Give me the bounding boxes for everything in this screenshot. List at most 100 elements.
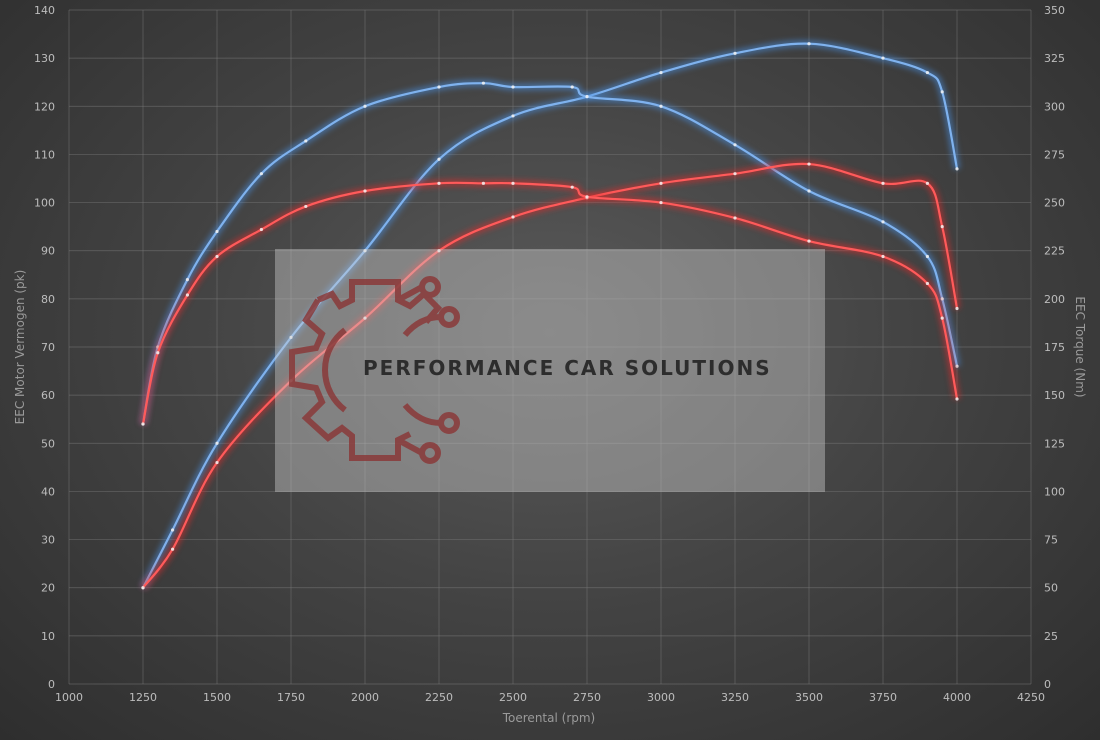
series-1-point xyxy=(955,364,959,368)
y-right-tick-label: 100 xyxy=(1044,485,1065,498)
y-left-tick-label: 0 xyxy=(48,678,55,691)
y-right-tick-label: 200 xyxy=(1044,293,1065,306)
series-3-point xyxy=(481,181,485,185)
gear-circuit-logo-icon xyxy=(289,276,460,464)
series-3-point xyxy=(659,200,663,205)
series-0-point xyxy=(437,157,441,161)
y-right-tick-label: 350 xyxy=(1044,4,1065,17)
series-2-line xyxy=(142,162,959,589)
axes: Toerental (rpm) EEC Motor Vermogen (pk) … xyxy=(13,4,1087,725)
series-1-point xyxy=(570,85,574,89)
series-3-point xyxy=(570,185,574,189)
y-left-tick-label: 60 xyxy=(41,389,55,402)
y-axis-left-label: EEC Motor Vermogen (pk) xyxy=(13,270,27,425)
series-1-point xyxy=(807,189,811,193)
y-left-tick-label: 10 xyxy=(41,630,55,643)
y-left-tick-label: 70 xyxy=(41,341,55,354)
series-3-point xyxy=(141,422,145,426)
x-tick-label: 2500 xyxy=(499,691,527,704)
series-3-point xyxy=(511,181,515,185)
series-2-point xyxy=(171,547,175,551)
y-left-tick-label: 50 xyxy=(41,437,55,450)
series-3-point xyxy=(733,216,737,220)
watermark-text: PERFORMANCE CAR SOLUTIONS xyxy=(363,356,772,380)
series-1-point xyxy=(511,85,515,89)
x-tick-label: 4000 xyxy=(943,691,971,704)
series-2-point xyxy=(141,586,145,590)
x-tick-label: 1500 xyxy=(203,691,231,704)
series-2-point xyxy=(511,215,515,219)
series-3-point xyxy=(955,397,959,401)
x-tick-label: 3250 xyxy=(721,691,749,704)
series-2-point xyxy=(215,460,219,465)
series-0-point xyxy=(955,167,959,171)
series-0-point xyxy=(215,441,219,445)
series-1-point xyxy=(659,104,663,108)
grid xyxy=(68,9,1032,685)
y-right-tick-label: 325 xyxy=(1044,52,1065,65)
watermark-panel xyxy=(275,249,825,492)
series-3-point xyxy=(585,195,589,199)
x-tick-label: 4250 xyxy=(1017,691,1045,704)
y-left-tick-label: 30 xyxy=(41,534,55,547)
y-right-tick-label: 275 xyxy=(1044,148,1065,161)
series-3-point xyxy=(156,351,160,355)
y-left-tick-label: 90 xyxy=(41,245,55,258)
series-0-point xyxy=(807,42,811,46)
series-0-line xyxy=(142,42,959,589)
series-2-point xyxy=(659,181,663,185)
series-3-point xyxy=(881,254,885,259)
x-tick-label: 1000 xyxy=(55,691,83,704)
y-right-tick-label: 0 xyxy=(1044,678,1051,691)
series-1-point xyxy=(925,254,930,259)
watermark: PERFORMANCE CAR SOLUTIONS xyxy=(275,249,825,492)
series-2-point xyxy=(940,225,944,229)
series-1-point xyxy=(940,297,944,301)
series-0-point xyxy=(171,528,175,532)
y-left-tick-label: 100 xyxy=(34,197,55,210)
series-1-point xyxy=(437,85,441,89)
series-1-point xyxy=(733,143,737,147)
series-2-point xyxy=(733,172,737,176)
series-1-point xyxy=(185,278,189,282)
series-3-point xyxy=(437,181,441,185)
series-1-point xyxy=(585,95,589,99)
series-2-point xyxy=(807,162,811,166)
y-left-tick-label: 120 xyxy=(34,100,55,113)
series-0-point xyxy=(363,249,367,253)
series-2-point xyxy=(955,306,959,311)
y-right-tick-label: 50 xyxy=(1044,582,1058,595)
series-3-point xyxy=(940,316,944,320)
y-axis-right-label: EEC Torque (Nm) xyxy=(1073,296,1087,397)
series-3-point xyxy=(925,281,930,286)
y-right-tick-label: 150 xyxy=(1044,389,1065,402)
series-layer xyxy=(139,40,961,590)
series-1-point xyxy=(363,104,367,108)
y-right-tick-label: 175 xyxy=(1044,341,1065,354)
x-tick-label: 2000 xyxy=(351,691,379,704)
series-3-point xyxy=(259,227,263,232)
series-1-point xyxy=(259,172,263,176)
y-right-tick-label: 225 xyxy=(1044,245,1065,258)
series-1-point xyxy=(215,229,219,234)
series-2-point xyxy=(881,181,885,185)
x-tick-label: 2250 xyxy=(425,691,453,704)
series-0-point xyxy=(733,51,737,55)
y-right-tick-label: 300 xyxy=(1044,100,1065,113)
series-1-point xyxy=(481,81,485,85)
series-0-point xyxy=(881,56,885,60)
series-0-point xyxy=(289,335,293,339)
x-tick-label: 3500 xyxy=(795,691,823,704)
y-right-tick-label: 25 xyxy=(1044,630,1058,643)
series-3-point xyxy=(363,189,367,193)
y-left-tick-label: 40 xyxy=(41,485,55,498)
series-3-point xyxy=(807,239,811,243)
x-tick-label: 3000 xyxy=(647,691,675,704)
y-right-tick-label: 250 xyxy=(1044,197,1065,210)
series-0-point xyxy=(659,70,663,75)
y-right-tick-label: 75 xyxy=(1044,534,1058,547)
series-2-point xyxy=(363,316,367,320)
series-3-point xyxy=(185,293,189,297)
x-tick-label: 1250 xyxy=(129,691,157,704)
